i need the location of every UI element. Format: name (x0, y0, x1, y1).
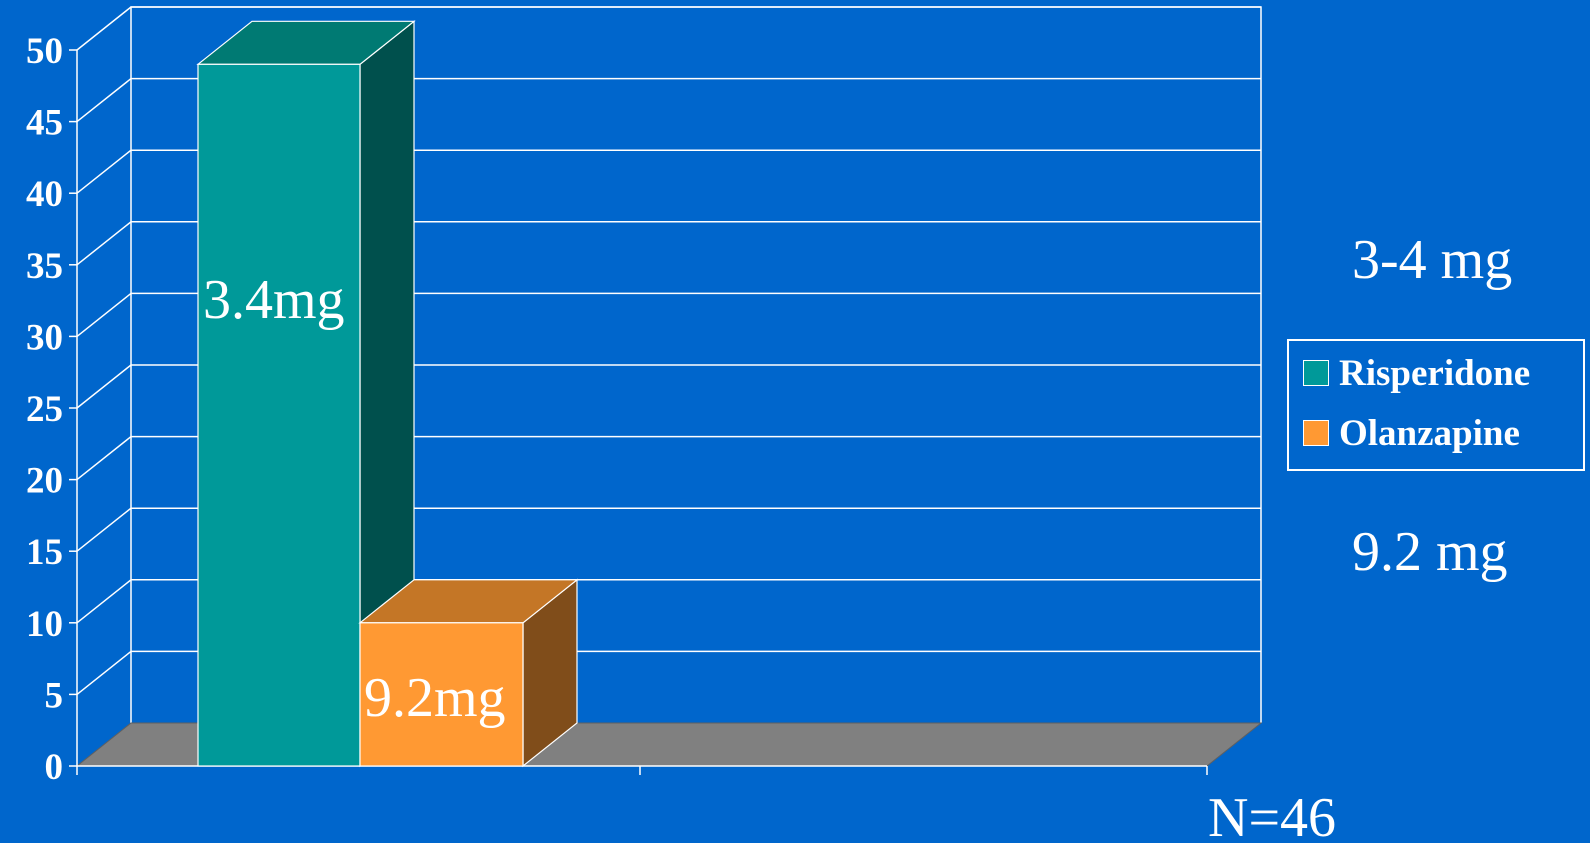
side-gridline-10 (76, 579, 132, 624)
legend-item-olanzapine: Olanzapine (1303, 412, 1520, 454)
legend-swatch-olanzapine (1303, 420, 1329, 446)
side-gridline-15 (76, 507, 132, 552)
y-tick-label-0: 0 (45, 747, 64, 788)
bar-label-risperidone: 3.4mg (203, 269, 345, 331)
side-gridline-50 (76, 6, 132, 51)
bars (196, 20, 579, 768)
olanzapine-dose-note: 9.2 mg (1352, 521, 1508, 583)
side-gridline-20 (76, 436, 132, 481)
bar-labels: 3.4mg 9.2mg (203, 269, 506, 729)
y-tick-label-5: 5 (45, 675, 64, 716)
side-gridline-40 (76, 149, 132, 194)
side-gridline-30 (76, 292, 132, 337)
legend-item-risperidone: Risperidone (1303, 352, 1531, 394)
bar-risperidone (197, 63, 361, 767)
bar-olanzapine (359, 622, 524, 767)
y-tick-label-15: 15 (26, 532, 63, 573)
y-tick-label-10: 10 (26, 604, 63, 645)
y-tick-label-30: 30 (26, 317, 63, 358)
bar-label-olanzapine: 9.2mg (364, 667, 506, 729)
side-gridline-25 (76, 364, 132, 409)
legend-label-risperidone: Risperidone (1339, 352, 1531, 394)
y-tick-label-20: 20 (26, 461, 63, 502)
y-tick-label-40: 40 (26, 174, 63, 215)
side-gridline-35 (76, 221, 132, 266)
y-tick-label-45: 45 (26, 103, 63, 144)
legend-swatch-risperidone (1303, 360, 1329, 386)
legend: Risperidone Olanzapine (1287, 339, 1585, 471)
side-gridline-5 (76, 650, 132, 695)
y-tick-label-35: 35 (26, 246, 63, 287)
y-tick-label-25: 25 (26, 389, 63, 430)
risperidone-dose-note: 3-4 mg (1352, 229, 1513, 291)
y-tick-label-50: 50 (26, 31, 63, 72)
side-gridline-45 (76, 78, 132, 123)
sample-size-label: N=46 (1208, 787, 1337, 843)
legend-label-olanzapine: Olanzapine (1339, 412, 1520, 454)
